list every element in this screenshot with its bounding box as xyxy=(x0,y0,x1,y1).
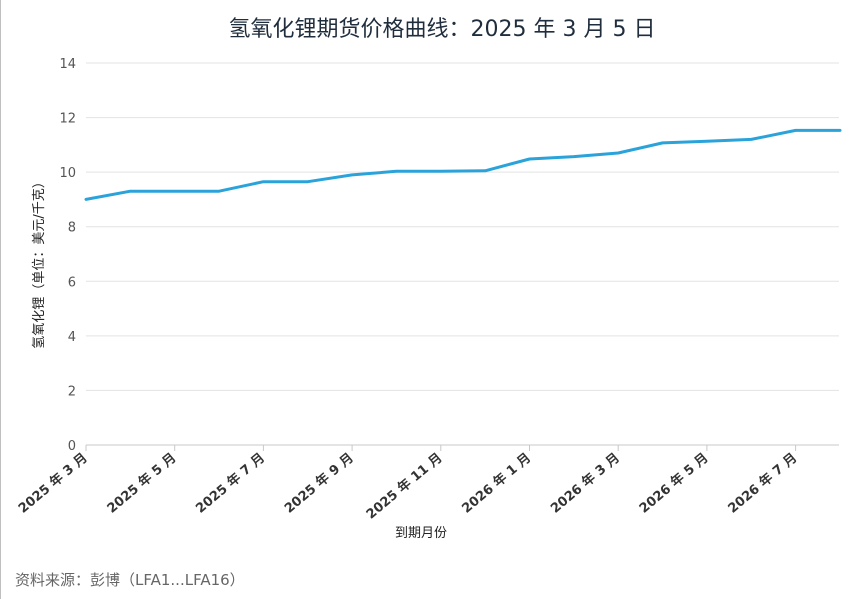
x-tick-label: 2026 年 5 月 xyxy=(636,450,711,517)
chart-title: 氢氧化锂期货价格曲线：2025 年 3 月 5 日 xyxy=(229,17,656,42)
x-axis-label: 到期月份 xyxy=(395,526,447,541)
x-tick-label: 2025 年 11 月 xyxy=(363,450,445,523)
y-tick-label: 14 xyxy=(59,57,76,72)
y-tick-label: 8 xyxy=(68,221,76,236)
y-tick-label: 6 xyxy=(68,275,76,290)
x-tick-label: 2026 年 1 月 xyxy=(459,450,534,517)
x-tick-label: 2025 年 9 月 xyxy=(281,450,356,517)
y-tick-label: 10 xyxy=(59,166,76,181)
source-note: 资料来源：彭博（LFA1...LFA16） xyxy=(15,571,245,589)
y-axis-label: 氢氧化锂（单位：美元/千克） xyxy=(32,175,47,348)
y-tick-label: 4 xyxy=(68,330,76,345)
y-tick-label: 0 xyxy=(68,439,76,454)
gridlines xyxy=(86,62,839,391)
price-series-line xyxy=(84,128,842,201)
x-tick-label: 2026 年 7 月 xyxy=(725,450,800,517)
series-layer xyxy=(84,128,842,201)
x-axis-ticks: 2025 年 3 月 2025 年 5 月 2025 年 7 月 2025 年 9 月… xyxy=(15,445,800,522)
y-tick-label: 2 xyxy=(68,384,76,399)
y-axis-ticks: 0 2 4 6 8 10 12 14 xyxy=(59,57,76,454)
x-tick-label: 2025 年 7 月 xyxy=(193,450,268,517)
x-tick-label: 2025 年 3 月 xyxy=(15,450,90,517)
x-tick-label: 2026 年 3 月 xyxy=(548,450,623,517)
y-tick-label: 12 xyxy=(59,112,76,127)
x-tick-label: 2025 年 5 月 xyxy=(104,450,179,517)
